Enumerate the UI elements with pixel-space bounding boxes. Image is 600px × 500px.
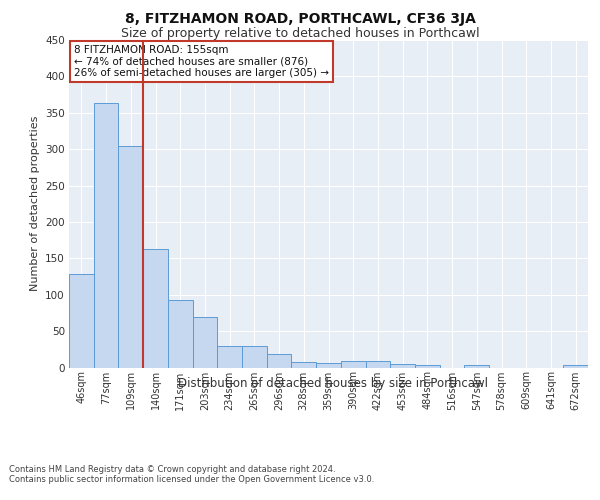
Bar: [242, 346, 267, 368]
Bar: [69, 274, 94, 368]
Bar: [316, 363, 341, 368]
Text: Contains HM Land Registry data © Crown copyright and database right 2024.
Contai: Contains HM Land Registry data © Crown c…: [9, 465, 374, 484]
Bar: [94, 102, 118, 368]
Bar: [415, 364, 440, 368]
Text: 8 FITZHAMON ROAD: 155sqm
← 74% of detached houses are smaller (876)
26% of semi-: 8 FITZHAMON ROAD: 155sqm ← 74% of detach…: [74, 45, 329, 78]
Bar: [217, 346, 242, 368]
Bar: [267, 354, 292, 368]
Bar: [292, 362, 316, 368]
Text: Distribution of detached houses by size in Porthcawl: Distribution of detached houses by size …: [178, 378, 488, 390]
Bar: [390, 364, 415, 368]
Bar: [464, 364, 489, 368]
Text: Size of property relative to detached houses in Porthcawl: Size of property relative to detached ho…: [121, 28, 479, 40]
Bar: [365, 361, 390, 368]
Bar: [193, 318, 217, 368]
Bar: [143, 249, 168, 368]
Bar: [563, 364, 588, 368]
Bar: [118, 146, 143, 368]
Bar: [168, 300, 193, 368]
Bar: [341, 361, 365, 368]
Y-axis label: Number of detached properties: Number of detached properties: [29, 116, 40, 292]
Text: 8, FITZHAMON ROAD, PORTHCAWL, CF36 3JA: 8, FITZHAMON ROAD, PORTHCAWL, CF36 3JA: [125, 12, 475, 26]
